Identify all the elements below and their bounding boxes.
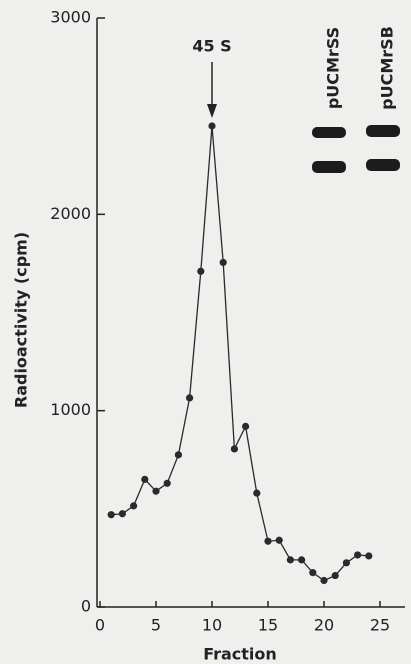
data-point — [119, 510, 126, 517]
annotation: 45 S — [192, 37, 231, 56]
data-point — [264, 538, 271, 545]
y-tick-label: 0 — [81, 597, 91, 616]
data-point — [332, 572, 339, 579]
y-tick-label: 3000 — [50, 8, 91, 27]
data-point — [343, 559, 350, 566]
data-point — [152, 488, 159, 495]
data-point — [164, 480, 171, 487]
chart: Radioactivity (cpm) Fraction 0 1000 2000 30… — [0, 0, 411, 664]
gel-band — [312, 161, 346, 173]
gel-band — [366, 159, 400, 171]
y-tick-label: 2000 — [50, 204, 91, 223]
gel-band — [366, 125, 400, 137]
x-tick-label: 20 — [314, 616, 334, 635]
data-point — [220, 259, 227, 266]
x-tick-label: 15 — [258, 616, 278, 635]
x-tick-label: 10 — [202, 616, 222, 635]
x-tick-label: 0 — [95, 616, 105, 635]
data-point — [197, 268, 204, 275]
data-point — [287, 556, 294, 563]
y-tick-label: 1000 — [50, 400, 91, 419]
data-point — [108, 511, 115, 518]
data-point — [365, 552, 372, 559]
data-point — [231, 445, 238, 452]
x-axis-label: Fraction — [203, 645, 277, 664]
data-point — [320, 577, 327, 584]
data-point — [130, 502, 137, 509]
inset-label: pUCMrSB — [378, 26, 397, 110]
data-point — [298, 556, 305, 563]
data-point — [208, 122, 215, 129]
data-point — [175, 451, 182, 458]
x-tick-label: 25 — [370, 616, 390, 635]
x-tick-label: 5 — [151, 616, 161, 635]
gel-band — [312, 127, 346, 138]
data-point — [253, 490, 260, 497]
data-point — [186, 394, 193, 401]
data-point — [141, 476, 148, 483]
data-point — [276, 537, 283, 544]
data-point — [309, 569, 316, 576]
data-point — [354, 551, 361, 558]
data-point — [242, 423, 249, 430]
inset-label: pUCMrSS — [324, 27, 343, 109]
y-axis-label: Radioactivity (cpm) — [12, 232, 31, 408]
